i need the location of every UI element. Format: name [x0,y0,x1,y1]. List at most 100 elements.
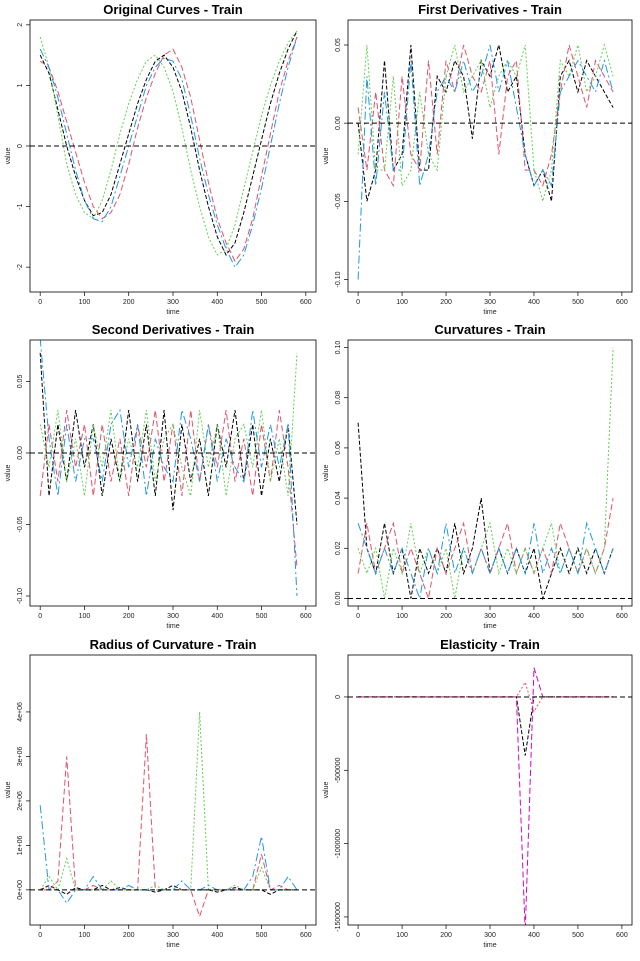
y-tick-label: -0.05 [335,193,342,209]
y-tick-label: -0.10 [335,271,342,287]
series-line [357,44,614,188]
series-line [40,734,297,919]
x-tick-label: 100 [79,299,91,306]
x-tick-label: 200 [123,613,135,620]
y-tick-label: 0.00 [335,592,342,606]
x-tick-label: 600 [300,299,312,306]
y-tick-label: -1500000 [335,902,342,932]
x-tick-label: 300 [167,299,179,306]
x-tick-label: 500 [256,299,268,306]
series-line [357,521,614,601]
x-tick-label: 200 [440,932,452,939]
x-tick-label: 600 [616,613,628,620]
x-tick-label: 300 [167,613,179,620]
plot-box [347,654,633,926]
x-tick-label: 600 [300,932,312,939]
x-tick-label: 500 [572,299,584,306]
x-axis-label: time [166,942,179,949]
x-tick-label: 0 [38,613,42,620]
panel-title: Elasticity - Train [440,637,540,652]
y-tick-label: -1000000 [335,829,342,859]
x-tick-label: 0 [38,932,42,939]
plot-lines [358,667,614,925]
x-tick-label: 600 [616,932,628,939]
series-line [39,340,298,597]
x-axis-label: time [483,623,496,630]
panel-title: Original Curves - Train [103,2,242,17]
y-tick-label: 1e+06 [17,835,24,855]
y-tick-label: 0 [17,144,24,148]
y-tick-label: 0.00 [335,116,342,130]
y-tick-label: 2e+06 [17,791,24,811]
panel: Original Curves - Train 0 100 200 300 400 500 6… [5,2,317,316]
series-line [39,30,298,256]
x-tick-label: 400 [211,613,223,620]
panel-title: Radius of Curvature - Train [90,637,257,652]
series-line [357,44,614,280]
plot-lines [357,347,614,601]
x-tick-label: 100 [79,613,91,620]
series-line [39,352,298,497]
y-tick-label: 0.02 [335,541,342,555]
y-axis-label: value [5,782,12,799]
x-axis-label: time [483,942,496,949]
panel: Curvatures - Train 0 100 200 300 400 500 600 0.0… [323,322,633,630]
y-tick-label: 2 [17,23,24,27]
series-line [39,30,298,256]
y-tick-label: -1 [17,203,24,209]
x-tick-label: 100 [396,932,408,939]
y-tick-label: 0.04 [335,491,342,505]
plot-box [29,654,317,926]
x-axis-label: time [166,623,179,630]
x-tick-label: 200 [123,299,135,306]
y-axis-label: value [323,148,330,165]
x-tick-label: 200 [123,932,135,939]
x-tick-label: 500 [256,613,268,620]
x-tick-label: 300 [484,299,496,306]
x-axis-label: time [166,309,179,316]
y-tick-label: 4e+06 [17,702,24,722]
y-tick-label: 0 [335,695,342,699]
y-tick-label: 0.10 [335,341,342,355]
x-tick-label: 100 [396,613,408,620]
plot-box [29,339,317,607]
x-tick-label: 0 [38,299,42,306]
y-tick-label: -0.05 [17,516,24,532]
series-line [357,44,614,202]
x-tick-label: 200 [440,299,452,306]
plot-lines [357,43,614,280]
y-tick-label: -2 [17,264,24,270]
y-axis-label: value [323,782,330,799]
x-tick-label: 500 [572,932,584,939]
series-line [39,410,298,568]
y-tick-label: 1 [17,83,24,87]
y-tick-label: 0.05 [17,375,24,389]
x-tick-label: 0 [356,932,360,939]
x-tick-label: 400 [528,299,540,306]
x-tick-label: 500 [572,613,584,620]
x-tick-label: 300 [484,932,496,939]
x-tick-label: 0 [356,299,360,306]
x-tick-label: 200 [440,613,452,620]
panel-title: Curvatures - Train [434,322,545,337]
x-tick-label: 600 [616,299,628,306]
x-axis-label: time [483,309,496,316]
x-tick-label: 600 [300,613,312,620]
x-tick-label: 0 [356,613,360,620]
panel-title: Second Derivatives - Train [92,322,255,337]
x-tick-label: 100 [79,932,91,939]
x-tick-label: 400 [528,932,540,939]
panel: Elasticity - Train 0 100 200 300 400 500 600 -15… [323,637,633,949]
plot-lines [39,340,298,597]
series-line [357,43,614,204]
series-line [357,498,614,601]
y-tick-label: 0.08 [335,391,342,405]
y-tick-label: 0.05 [335,38,342,52]
panel: First Derivatives - Train 0 100 200 300 400 50… [323,2,633,316]
series-line [39,36,298,269]
y-tick-label: 3e+06 [17,746,24,766]
series-line [39,352,298,525]
plot-lines [39,711,298,919]
y-tick-label: 0.06 [335,441,342,455]
